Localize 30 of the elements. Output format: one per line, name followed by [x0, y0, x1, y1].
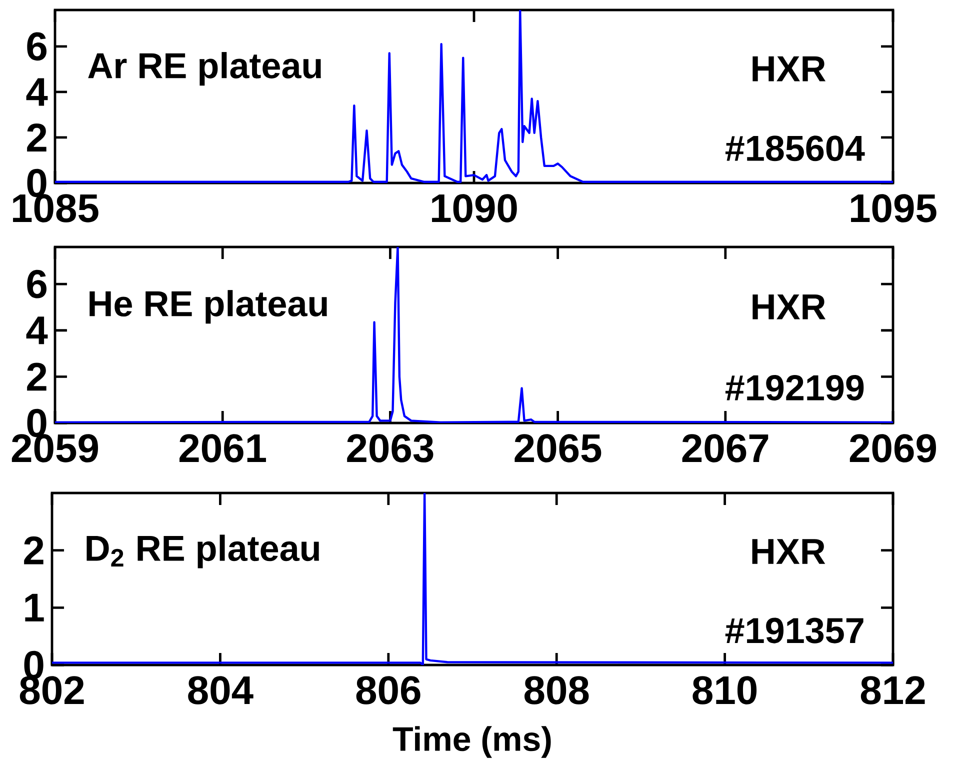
annotation: #192199 [725, 375, 864, 401]
y-tick-label: 2 [24, 536, 44, 564]
x-tick-label: 806 [356, 676, 420, 704]
x-tick-label: 2061 [179, 434, 266, 462]
y-tick-label: 6 [27, 270, 46, 298]
y-tick-label: 6 [27, 32, 46, 61]
x-tick-label: 2063 [347, 434, 434, 462]
x-tick-label: 804 [188, 676, 254, 704]
annotation: HXR [752, 539, 826, 564]
y-tick-label: 1 [25, 594, 44, 622]
y-tick-label: 4 [26, 316, 48, 344]
x-tick-label: 1090 [432, 194, 517, 222]
x-tick-label: 1095 [851, 194, 936, 222]
x-tick-label: 2067 [682, 434, 768, 462]
x-tick-label: 812 [860, 676, 925, 704]
annotation: HXR [752, 56, 826, 82]
annotation: HXR [752, 294, 826, 320]
annotation: Ar RE plateau [88, 52, 321, 86]
annotation: #191357 [725, 618, 864, 644]
annotation: He RE plateau [90, 290, 327, 324]
annotation: #185604 [725, 136, 865, 162]
x-tick-label: 810 [692, 676, 757, 704]
y-tick-label: 4 [26, 78, 48, 106]
x-tick-label: 2065 [514, 434, 602, 462]
annotation: D$_{2}$ RE plateau [86, 534, 319, 568]
y-tick-label: 2 [27, 124, 46, 152]
x-tick-label: 808 [524, 676, 589, 704]
x-tick-label: 2069 [850, 434, 936, 462]
y-tick-label: 2 [27, 362, 46, 391]
x-axis-title: Time (ms) [392, 726, 551, 758]
